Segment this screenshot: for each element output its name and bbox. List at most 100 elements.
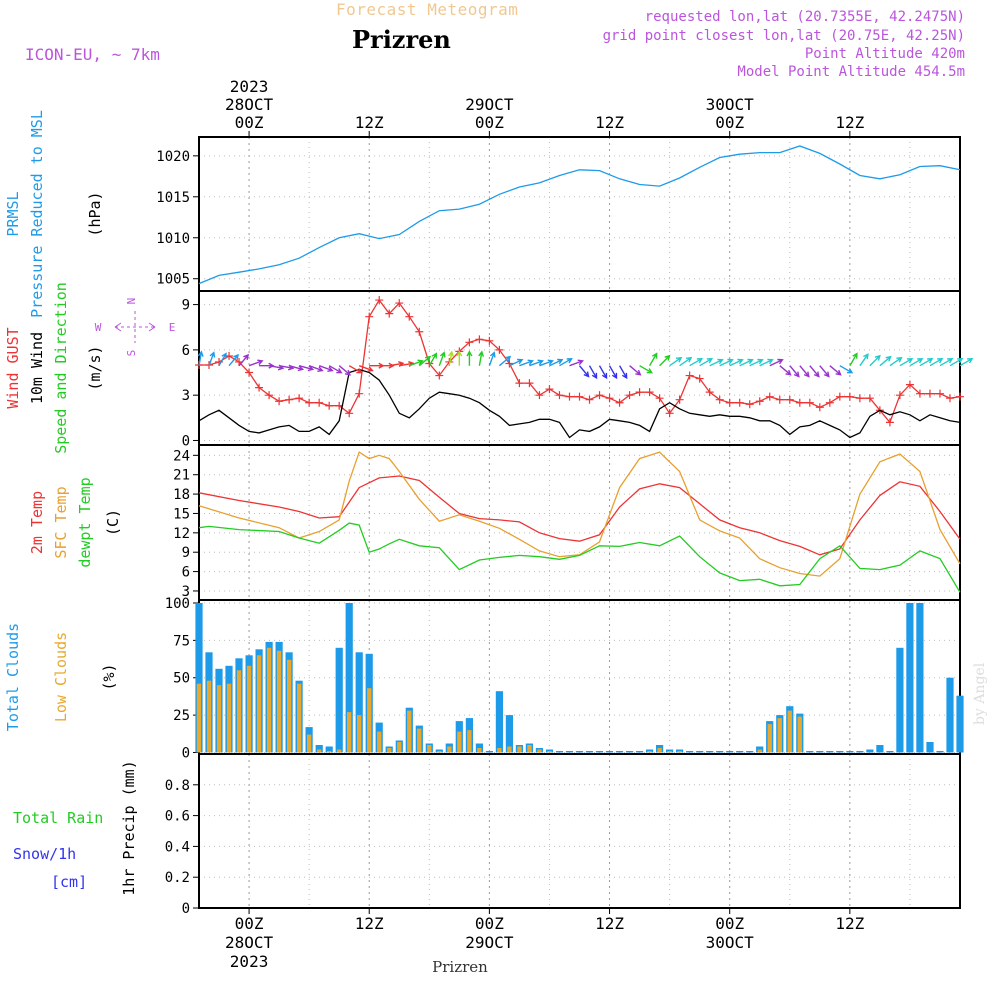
series-point-gust bbox=[355, 389, 364, 398]
wind-arrow bbox=[709, 358, 724, 367]
cloud-bar-low bbox=[457, 731, 462, 753]
series-point-gust bbox=[295, 394, 304, 403]
cloud-bar-low bbox=[226, 683, 232, 753]
wind-arrow bbox=[338, 365, 352, 376]
panel-frame-precip bbox=[198, 753, 961, 909]
series-point-gust bbox=[395, 299, 404, 308]
series-point-gust bbox=[425, 359, 434, 368]
y-tick-label: 1015 bbox=[156, 190, 190, 206]
wind-arrow bbox=[478, 350, 485, 366]
cloud-bar-total bbox=[706, 751, 714, 753]
series-line-gust bbox=[199, 298, 961, 424]
series-point-gust bbox=[595, 391, 604, 400]
series-point-gust bbox=[465, 338, 474, 347]
y-tick-label: 9 bbox=[182, 545, 190, 561]
series-point-gust bbox=[915, 389, 924, 398]
series-point-gust bbox=[855, 394, 864, 403]
wind-arrow bbox=[549, 358, 564, 367]
model-label: ICON-EU, ~ 7km bbox=[25, 45, 160, 64]
cloud-bar-low bbox=[657, 748, 662, 753]
date-label-bottom: 2023 bbox=[230, 952, 269, 971]
y-tick-label: 25 bbox=[173, 708, 190, 724]
y-tick-label: 3 bbox=[182, 584, 190, 600]
cloud-bar-low bbox=[507, 746, 512, 753]
cloud-bar-total bbox=[896, 647, 904, 753]
x-tick-label-bottom: 00Z bbox=[715, 914, 744, 933]
wind-arrow bbox=[328, 365, 343, 374]
series-point-gust bbox=[735, 398, 744, 407]
cloud-bar-total bbox=[345, 603, 353, 753]
x-tick-label-top: 12Z bbox=[355, 113, 384, 132]
y-tick-label: 0 bbox=[182, 433, 190, 449]
wind-arrow bbox=[799, 365, 810, 378]
y-tick-label: 0 bbox=[182, 746, 190, 762]
ylabel-temperature-2: dewpt Temp bbox=[76, 477, 94, 567]
cloud-bar-low bbox=[307, 734, 312, 753]
series-point-gust bbox=[905, 380, 914, 389]
y-tick-label: 3 bbox=[182, 388, 190, 404]
cloud-bar-total bbox=[495, 691, 503, 753]
y-tick-label: 1010 bbox=[156, 231, 190, 247]
series-point-gust bbox=[485, 336, 494, 345]
ylabel-pressure-2: (hPa) bbox=[86, 191, 104, 236]
x-tick-label-top: 00Z bbox=[475, 113, 504, 132]
cloud-bar-low bbox=[246, 665, 252, 753]
series-point-gust bbox=[645, 388, 654, 397]
x-tick-label-bottom: 12Z bbox=[355, 914, 384, 933]
wind-arrow bbox=[509, 358, 524, 367]
y-tick-label: 75 bbox=[173, 633, 190, 649]
wind-arrow bbox=[348, 365, 363, 374]
cloud-bar-low bbox=[347, 712, 352, 753]
wind-arrow bbox=[759, 358, 774, 367]
wind-arrow bbox=[238, 353, 250, 367]
cloud-bar-low bbox=[196, 683, 202, 753]
cloud-bar-total bbox=[906, 603, 914, 753]
wind-arrow bbox=[729, 358, 744, 367]
wind-arrow bbox=[248, 359, 264, 367]
date-label-top: 2023 bbox=[230, 77, 269, 96]
series-point-gust bbox=[435, 371, 444, 380]
series-line-t2m bbox=[198, 475, 961, 556]
chart-subtitle: Forecast Meteogram bbox=[336, 0, 519, 19]
series-point-gust bbox=[935, 389, 944, 398]
series-point-gust bbox=[495, 345, 504, 354]
series-line-dewpt bbox=[198, 522, 961, 593]
wind-arrow bbox=[438, 351, 446, 366]
cloud-bar-total bbox=[325, 746, 333, 753]
cloud-bar-low bbox=[236, 670, 242, 753]
cloud-bar-total bbox=[746, 751, 754, 753]
precip-legend-0: Total Rain bbox=[13, 809, 103, 827]
series-point-gust bbox=[865, 394, 874, 403]
x-tick-label-bottom: 00Z bbox=[475, 914, 504, 933]
series-point-gust bbox=[475, 335, 484, 344]
series-point-gust bbox=[885, 418, 894, 427]
wind-arrow bbox=[939, 357, 954, 367]
series-point-gust bbox=[755, 397, 764, 406]
series-point-gust bbox=[705, 388, 714, 397]
cloud-bar-low bbox=[266, 647, 272, 753]
wind-arrow bbox=[959, 357, 974, 367]
y-tick-label: 0 bbox=[182, 901, 190, 917]
wind-arrow bbox=[869, 354, 881, 367]
cloud-bar-total bbox=[866, 749, 874, 753]
cloud-bar-total bbox=[686, 751, 694, 753]
y-tick-label: 6 bbox=[182, 343, 190, 359]
series-line-wind10m bbox=[198, 368, 961, 439]
wind-arrow bbox=[428, 352, 438, 367]
cloud-bar-low bbox=[777, 718, 782, 753]
ylabel-wind-3: (m/s) bbox=[86, 345, 104, 390]
y-tick-label: 50 bbox=[173, 671, 190, 687]
x-tick-label-bottom: 00Z bbox=[235, 914, 264, 933]
cloud-bar-low bbox=[757, 749, 762, 753]
series-point-gust bbox=[405, 312, 414, 321]
series-point-gust bbox=[255, 383, 264, 392]
wind-arrow bbox=[358, 365, 374, 372]
x-tick-label-bottom: 12Z bbox=[595, 914, 624, 933]
wind-arrow bbox=[418, 355, 432, 367]
series-point-gust bbox=[265, 391, 274, 400]
series-point-gust bbox=[605, 394, 614, 403]
cloud-bar-total bbox=[555, 751, 564, 753]
ylabel-clouds-2: (%) bbox=[100, 663, 118, 690]
cloud-bar-total bbox=[195, 603, 203, 753]
